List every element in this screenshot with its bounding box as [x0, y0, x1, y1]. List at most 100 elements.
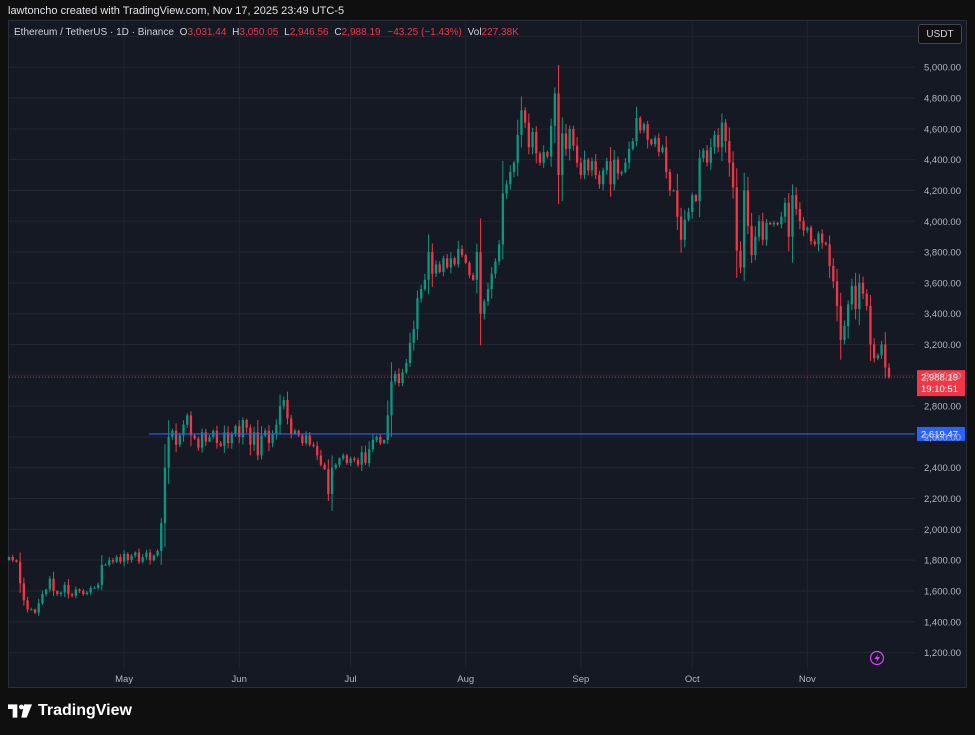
candle[interactable] [847, 300, 850, 339]
candle[interactable] [512, 160, 516, 178]
candle[interactable] [33, 608, 37, 615]
candle[interactable] [122, 550, 126, 567]
candle[interactable] [843, 320, 846, 345]
candle[interactable] [620, 170, 623, 176]
candle[interactable] [427, 234, 430, 295]
candle[interactable] [44, 588, 48, 597]
candle[interactable] [438, 261, 441, 274]
candle[interactable] [108, 557, 111, 567]
candle[interactable] [780, 211, 783, 229]
candle[interactable] [817, 231, 820, 252]
candle[interactable] [861, 276, 865, 300]
candle[interactable] [672, 189, 675, 192]
candle[interactable] [442, 255, 445, 277]
candle[interactable] [650, 138, 653, 146]
candle[interactable] [553, 87, 556, 143]
candle[interactable] [639, 116, 642, 134]
candle[interactable] [160, 518, 163, 566]
candle[interactable] [835, 268, 839, 322]
candle[interactable] [627, 141, 631, 169]
candle[interactable] [720, 113, 724, 162]
candle[interactable] [468, 260, 471, 279]
candle[interactable] [267, 425, 271, 451]
candle[interactable] [349, 456, 352, 466]
candle[interactable] [657, 133, 660, 157]
candle[interactable] [739, 241, 742, 274]
candle[interactable] [501, 160, 504, 260]
candle[interactable] [368, 441, 371, 467]
candle[interactable] [89, 585, 92, 595]
candle[interactable] [460, 245, 464, 258]
candle[interactable] [67, 579, 70, 599]
candle[interactable] [245, 418, 248, 433]
candle[interactable] [772, 220, 776, 227]
candle[interactable] [646, 120, 649, 149]
candle[interactable] [215, 425, 219, 449]
candle[interactable] [691, 192, 694, 219]
candle[interactable] [665, 136, 668, 179]
candle[interactable] [126, 552, 129, 564]
candle[interactable] [238, 420, 241, 444]
candle[interactable] [96, 582, 100, 590]
candle[interactable] [394, 370, 397, 385]
candle[interactable] [152, 554, 155, 562]
candle[interactable] [186, 413, 189, 428]
candle[interactable] [531, 127, 534, 155]
candle[interactable] [854, 272, 857, 320]
y-axis[interactable]: 1,200.00 1,400.00 1,600.00 1,800.00 2,000.00… [924, 32, 961, 659]
candle[interactable] [494, 258, 497, 279]
candle[interactable] [821, 229, 824, 249]
candle[interactable] [594, 153, 597, 179]
candle[interactable] [78, 588, 81, 594]
candle[interactable] [806, 226, 809, 233]
candle[interactable] [59, 591, 63, 597]
tradingview-logo[interactable]: TradingView [8, 702, 132, 720]
candle[interactable] [148, 549, 152, 565]
candle[interactable] [724, 119, 727, 153]
candle[interactable] [223, 425, 226, 453]
candle[interactable] [546, 150, 549, 159]
candle[interactable] [115, 555, 118, 564]
candle[interactable] [509, 165, 512, 190]
candle[interactable] [18, 552, 22, 593]
candle[interactable] [824, 241, 828, 246]
candle[interactable] [63, 581, 66, 598]
candle[interactable] [609, 147, 612, 197]
candle[interactable] [100, 555, 103, 591]
candle[interactable] [104, 563, 107, 566]
candle[interactable] [275, 419, 278, 440]
candle[interactable] [382, 439, 386, 445]
candle[interactable] [679, 207, 683, 253]
candle[interactable] [22, 577, 26, 606]
currency-button[interactable]: USDT [918, 24, 962, 44]
candle[interactable] [7, 556, 11, 561]
candle[interactable] [746, 176, 750, 235]
candle[interactable] [111, 557, 115, 564]
candle[interactable] [334, 463, 337, 470]
candle[interactable] [505, 180, 508, 200]
candle[interactable] [397, 368, 401, 387]
candle[interactable] [420, 284, 423, 303]
candle[interactable] [319, 449, 323, 467]
candle[interactable] [828, 235, 831, 279]
candle[interactable] [256, 420, 259, 461]
candle[interactable] [635, 106, 638, 147]
candle[interactable] [408, 332, 412, 367]
candle[interactable] [687, 207, 690, 222]
candle[interactable] [880, 340, 883, 359]
candle[interactable] [74, 586, 77, 599]
candle[interactable] [137, 548, 141, 565]
candle[interactable] [163, 444, 167, 547]
candle[interactable] [605, 157, 608, 175]
candle[interactable] [390, 362, 393, 437]
candle[interactable] [598, 170, 601, 189]
candle[interactable] [286, 391, 289, 425]
candle[interactable] [330, 455, 334, 511]
candle[interactable] [769, 221, 772, 225]
candle[interactable] [156, 549, 159, 557]
candle[interactable] [486, 282, 490, 307]
candle[interactable] [765, 219, 768, 246]
candle[interactable] [865, 289, 868, 311]
candle[interactable] [475, 243, 479, 294]
candle[interactable] [37, 598, 40, 617]
